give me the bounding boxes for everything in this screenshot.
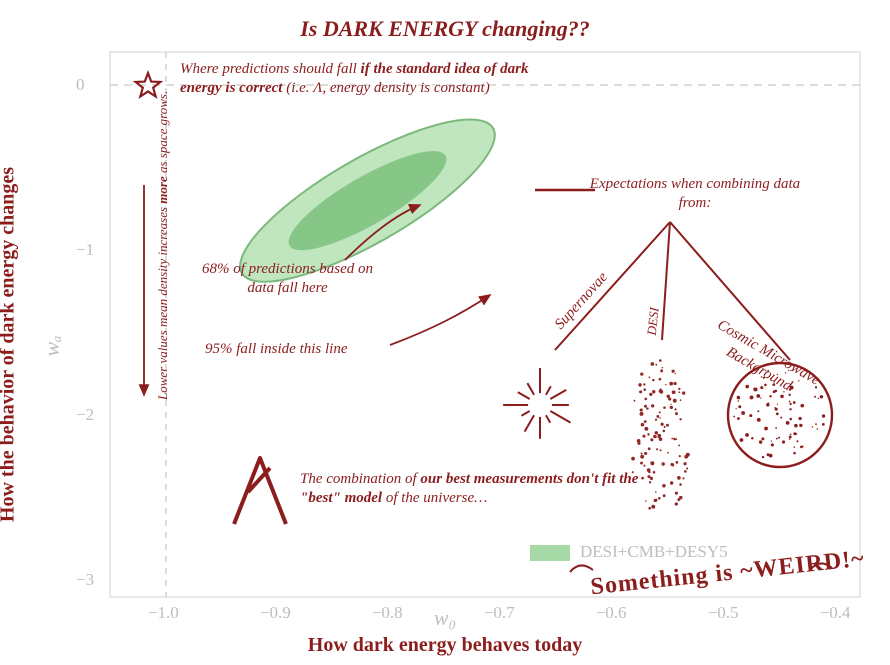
- y-axis-label: How the behavior of dark energy changes: [0, 166, 20, 521]
- x-tick: −0.7: [484, 603, 515, 623]
- y-tick: 0: [76, 75, 85, 95]
- source-label-desi: DESI: [644, 307, 663, 337]
- y-tick: −1: [76, 240, 94, 260]
- x-tick: −0.8: [372, 603, 403, 623]
- x-tick: −0.6: [596, 603, 627, 623]
- legend-swatch: [530, 545, 570, 561]
- legend: DESI+CMB+DESY5: [530, 542, 728, 562]
- x-axis-label: How dark energy behaves today: [308, 634, 582, 657]
- y-axis-symbol: wₐ: [39, 335, 65, 356]
- y-tick: −2: [76, 405, 94, 425]
- y-tick: −3: [76, 570, 94, 590]
- x-tick: −0.9: [260, 603, 291, 623]
- annotation-expectations: Expectations when combining data from:: [580, 175, 810, 213]
- legend-text: DESI+CMB+DESY5: [580, 542, 728, 561]
- annotation-density-note: Lower values mean density increases more…: [155, 91, 171, 400]
- x-tick: −0.4: [820, 603, 851, 623]
- chart-title: Is DARK ENERGY changing??: [300, 16, 590, 42]
- x-axis-symbol: w₀: [434, 605, 456, 631]
- chart-root: { "canvas": { "width": 890, "height": 66…: [0, 0, 890, 665]
- annotation-combination: The combination of our best measurements…: [300, 470, 640, 508]
- annotation-standard-model: Where predictions should fall if the sta…: [180, 60, 560, 98]
- x-tick: −0.5: [708, 603, 739, 623]
- annotation-68pct: 68% of predictions based on data fall he…: [190, 260, 385, 298]
- x-tick: −1.0: [148, 603, 179, 623]
- annotation-95pct: 95% fall inside this line: [205, 340, 405, 359]
